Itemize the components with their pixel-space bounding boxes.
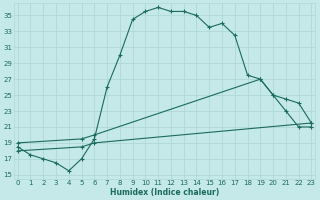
X-axis label: Humidex (Indice chaleur): Humidex (Indice chaleur) bbox=[110, 188, 219, 197]
